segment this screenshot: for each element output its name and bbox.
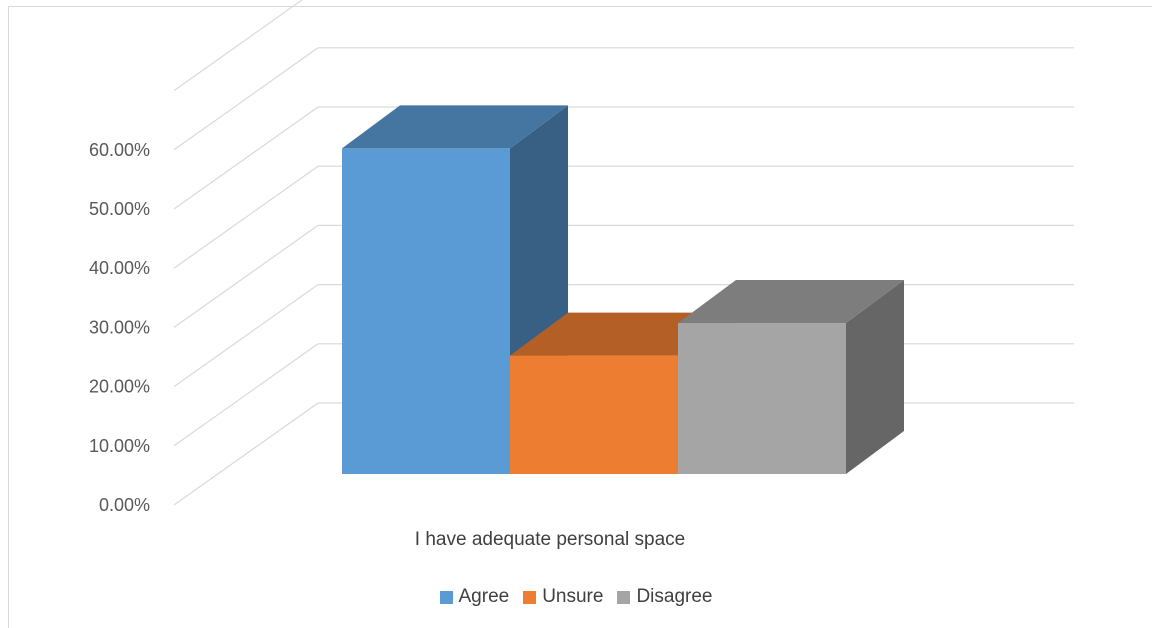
legend-item-disagree: Disagree xyxy=(617,586,713,608)
gridline-side xyxy=(173,47,319,151)
y-tick-label: 20.00% xyxy=(89,377,150,397)
y-axis-ticks: 0.00% 10.00% 20.00% 30.00% 40.00% 50.00% 60.00… xyxy=(89,140,150,515)
gridline-side xyxy=(173,165,319,269)
legend: Agree Unsure Disagree xyxy=(0,582,1152,612)
gridline-side xyxy=(173,284,319,388)
gridline-side xyxy=(173,106,319,210)
gridline-side xyxy=(173,0,303,92)
y-tick-label: 40.00% xyxy=(89,258,150,278)
bar-top-face xyxy=(342,105,568,149)
y-tick-label: 0.00% xyxy=(99,495,150,515)
bar-disagree xyxy=(678,280,904,474)
y-tick-label: 50.00% xyxy=(89,199,150,219)
legend-swatch xyxy=(439,590,453,604)
legend-swatch xyxy=(617,590,631,604)
legend-label: Disagree xyxy=(636,586,713,607)
y-tick-label: 30.00% xyxy=(89,317,150,337)
legend-item-agree: Agree xyxy=(439,586,510,608)
bar-front-face xyxy=(510,355,678,474)
y-tick-label: 10.00% xyxy=(89,436,150,456)
bar-front-face xyxy=(342,148,510,474)
x-category-label: I have adequate personal space xyxy=(415,529,685,550)
bar-side-face xyxy=(846,280,904,474)
y-tick-label: 60.00% xyxy=(89,140,150,160)
gridline-side xyxy=(173,402,319,506)
bars xyxy=(342,105,904,475)
gridline-side xyxy=(173,224,319,328)
gridline-side xyxy=(173,343,319,447)
legend-label: Agree xyxy=(458,586,510,607)
legend-label: Unsure xyxy=(542,586,604,607)
legend-item-unsure: Unsure xyxy=(523,586,603,608)
legend-swatch xyxy=(523,590,537,604)
bar-front-face xyxy=(678,323,846,474)
bar-top-face xyxy=(678,280,904,324)
